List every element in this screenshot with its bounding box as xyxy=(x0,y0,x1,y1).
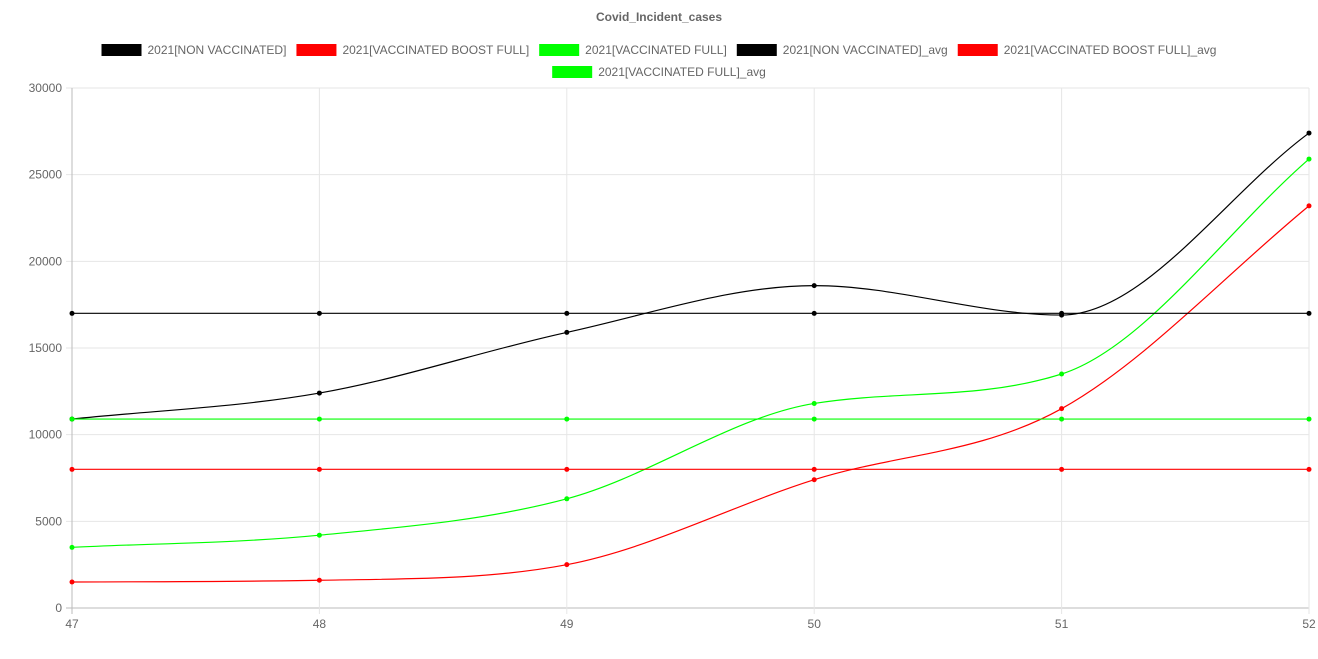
series-line xyxy=(71,205,1310,583)
y-tick-label: 30000 xyxy=(29,81,63,95)
legend-item[interactable]: 2021[VACCINATED BOOST FULL]_avg xyxy=(957,43,1217,57)
data-point[interactable] xyxy=(811,416,817,422)
series-line xyxy=(71,158,1310,548)
data-point[interactable] xyxy=(316,532,322,538)
data-point[interactable] xyxy=(564,310,570,316)
series-1 xyxy=(69,203,1312,585)
y-tick-label: 5000 xyxy=(35,514,62,528)
data-point[interactable] xyxy=(564,329,570,335)
legend-swatch xyxy=(101,44,142,56)
data-point[interactable] xyxy=(1306,203,1312,209)
data-point[interactable] xyxy=(1306,310,1312,316)
data-point[interactable] xyxy=(564,562,570,568)
y-tick-label: 0 xyxy=(55,601,62,615)
legend-swatch xyxy=(552,66,593,78)
data-point[interactable] xyxy=(811,310,817,316)
data-point[interactable] xyxy=(1059,416,1065,422)
x-tick-label: 52 xyxy=(1302,617,1316,631)
series-2 xyxy=(69,156,1312,550)
series-3 xyxy=(69,310,1312,316)
legend-swatch xyxy=(296,44,337,56)
series-5 xyxy=(69,416,1312,422)
legend-swatch xyxy=(736,44,777,56)
y-tick-label: 15000 xyxy=(29,341,63,355)
data-point[interactable] xyxy=(1306,416,1312,422)
data-point[interactable] xyxy=(316,577,322,583)
data-point[interactable] xyxy=(811,283,817,289)
legend-label: 2021[VACCINATED FULL] xyxy=(585,43,727,57)
data-point[interactable] xyxy=(316,390,322,396)
data-point[interactable] xyxy=(69,466,75,472)
data-point[interactable] xyxy=(69,579,75,585)
data-point[interactable] xyxy=(1059,406,1065,412)
legend-label: 2021[NON VACCINATED]_avg xyxy=(783,43,948,57)
data-point[interactable] xyxy=(69,544,75,550)
y-tick-label: 10000 xyxy=(29,428,63,442)
data-point[interactable] xyxy=(1059,466,1065,472)
legend-label: 2021[VACCINATED FULL]_avg xyxy=(598,65,766,79)
x-tick-label: 47 xyxy=(65,617,79,631)
data-point[interactable] xyxy=(69,310,75,316)
legend-item[interactable]: 2021[NON VACCINATED] xyxy=(101,43,287,57)
legend-item[interactable]: 2021[VACCINATED FULL] xyxy=(539,43,727,57)
data-point[interactable] xyxy=(1059,371,1065,377)
data-point[interactable] xyxy=(69,416,75,422)
data-point[interactable] xyxy=(316,466,322,472)
data-point[interactable] xyxy=(316,416,322,422)
data-point[interactable] xyxy=(564,496,570,502)
x-tick-label: 51 xyxy=(1055,617,1069,631)
data-point[interactable] xyxy=(564,416,570,422)
series-4 xyxy=(69,466,1312,472)
legend-swatch xyxy=(539,44,580,56)
data-point[interactable] xyxy=(316,310,322,316)
legend-swatch xyxy=(957,44,998,56)
data-point[interactable] xyxy=(564,466,570,472)
legend-label: 2021[VACCINATED BOOST FULL] xyxy=(342,43,529,57)
series-0 xyxy=(69,130,1312,422)
x-tick-label: 50 xyxy=(808,617,822,631)
grid xyxy=(66,87,1310,614)
data-point[interactable] xyxy=(1306,156,1312,162)
y-tick-label: 25000 xyxy=(29,168,63,182)
series-line xyxy=(71,132,1310,420)
data-point[interactable] xyxy=(1059,310,1065,316)
y-tick-label: 20000 xyxy=(29,254,63,268)
x-tick-label: 48 xyxy=(313,617,327,631)
data-point[interactable] xyxy=(1306,466,1312,472)
legend-label: 2021[VACCINATED BOOST FULL]_avg xyxy=(1004,43,1217,57)
legend: 2021[NON VACCINATED] 2021[VACCINATED BOOS… xyxy=(101,43,1217,79)
data-point[interactable] xyxy=(811,400,817,406)
chart-title: Covid_Incident_cases xyxy=(596,10,722,24)
legend-item[interactable]: 2021[VACCINATED FULL]_avg xyxy=(552,65,766,79)
data-point[interactable] xyxy=(811,477,817,483)
axes: 0 5000 10000 15000 20000 25000 30000 47 48 49 50 51… xyxy=(29,81,1316,631)
data-point[interactable] xyxy=(811,466,817,472)
legend-item[interactable]: 2021[VACCINATED BOOST FULL] xyxy=(296,43,529,57)
x-tick-label: 49 xyxy=(560,617,574,631)
data-point[interactable] xyxy=(1306,130,1312,136)
series-layer xyxy=(69,130,1312,585)
legend-label: 2021[NON VACCINATED] xyxy=(148,43,287,57)
legend-item[interactable]: 2021[NON VACCINATED]_avg xyxy=(736,43,948,57)
